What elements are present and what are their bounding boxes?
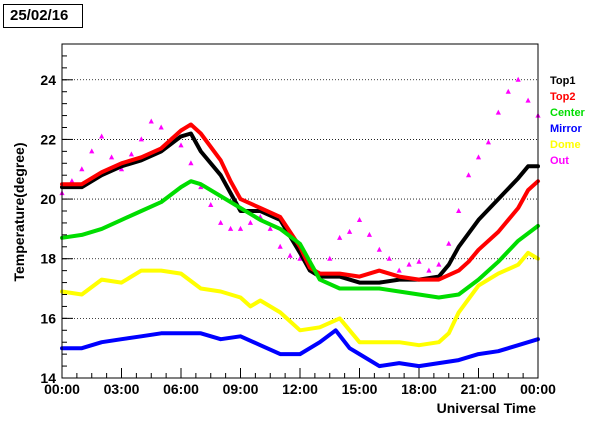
series-out-point — [515, 76, 521, 82]
series-out-point — [366, 231, 373, 237]
series-out-point — [386, 255, 392, 261]
series-out-point — [327, 255, 333, 261]
series-out-point — [297, 255, 303, 261]
series-out-point — [525, 97, 531, 103]
series-top2-line — [60, 122, 540, 282]
y-tick-label: 16 — [40, 310, 56, 326]
series-out-point — [446, 240, 452, 246]
legend-item-mirror: Mirror — [550, 123, 583, 135]
x-tick-label: 06:00 — [163, 381, 199, 397]
series-out-point — [416, 258, 422, 264]
series-out-point — [188, 160, 194, 166]
legend-item-top1: Top1 — [550, 75, 575, 87]
series-mirror-line — [60, 328, 540, 369]
y-tick-label: 14 — [40, 370, 56, 386]
series-out-point — [79, 166, 85, 172]
series-out-point — [208, 202, 214, 208]
series-out-point — [287, 252, 293, 258]
series-out-point — [267, 225, 273, 231]
series-out-point — [158, 124, 164, 130]
series-out-point — [128, 151, 135, 157]
series-out-point — [456, 208, 462, 213]
x-tick-label: 09:00 — [223, 381, 259, 397]
y-tick-label: 22 — [40, 131, 56, 147]
series-out-point — [485, 139, 492, 145]
series-layer — [59, 76, 541, 369]
series-out-point — [337, 234, 343, 240]
series-out-point — [247, 219, 254, 225]
x-axis-label: Universal Time — [437, 400, 537, 416]
series-out-point — [108, 154, 115, 160]
series-out-point — [426, 267, 432, 273]
y-tick-label: 20 — [40, 191, 56, 207]
series-out-point — [495, 109, 501, 115]
x-tick-label: 15:00 — [342, 381, 378, 397]
chart-date-title: 25/02/16 — [3, 4, 83, 28]
series-out-point — [406, 261, 412, 267]
series-center-line — [60, 179, 540, 300]
series-out-point — [356, 216, 363, 222]
gridlines — [62, 79, 538, 319]
x-tick-label: 00:00 — [520, 381, 556, 397]
x-tick-label: 18:00 — [401, 381, 437, 397]
series-out-point — [346, 228, 353, 234]
series-out-point — [227, 225, 234, 231]
x-tick-label: 03:00 — [104, 381, 140, 397]
y-axis-ticks: 14 16 18 20 22 24 — [40, 43, 73, 386]
x-axis-ticks: 00:00 03:00 06:00 09:00 12:00 15:00 18:00 21:00… — [44, 368, 556, 397]
series-out-point — [237, 225, 244, 231]
series-out-point — [138, 136, 144, 142]
x-tick-label: 00:00 — [44, 381, 80, 397]
series-out-point — [436, 261, 442, 267]
series-out-point — [376, 246, 382, 252]
y-tick-label: 18 — [40, 251, 56, 267]
series-out-points — [59, 76, 541, 276]
series-out-point — [99, 133, 105, 139]
series-out-point — [198, 184, 204, 190]
legend-item-center: Center — [550, 107, 586, 119]
legend-item-top2: Top2 — [550, 91, 575, 103]
legend-item-out: Out — [550, 155, 569, 167]
x-tick-label: 12:00 — [282, 381, 318, 397]
series-out-point — [505, 88, 511, 94]
x-tick-label: 21:00 — [461, 381, 497, 397]
legend-item-dome: Dome — [550, 139, 581, 151]
series-out-point — [465, 172, 472, 178]
series-out-point — [218, 219, 224, 225]
series-out-point — [148, 118, 154, 124]
series-out-point — [277, 243, 283, 249]
y-axis-label: Temperature(degree) — [11, 142, 27, 281]
series-out-point — [178, 142, 184, 148]
y-tick-label: 24 — [40, 72, 56, 88]
series-out-point — [69, 178, 75, 184]
series-dome-line — [60, 250, 540, 348]
series-out-point — [89, 148, 95, 154]
series-out-point — [475, 154, 482, 160]
series-out-point — [118, 166, 125, 172]
legend: Top1 Top2 Center Mirror Dome Out — [550, 75, 586, 167]
series-out-point — [396, 267, 402, 273]
